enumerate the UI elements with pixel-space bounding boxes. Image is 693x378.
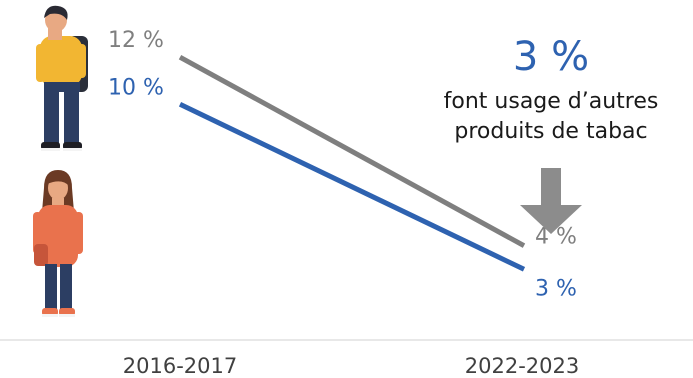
down-arrow-icon	[520, 168, 582, 234]
data-label-blue-start: 10 %	[108, 75, 164, 100]
boy-student-icon	[36, 5, 88, 151]
annotation-text-line1: font usage d’autres	[444, 89, 659, 114]
series-line-grey	[178, 54, 526, 248]
x-tick-label-1: 2022-2023	[465, 354, 579, 378]
series-line-blue	[178, 102, 526, 272]
x-tick-label-0: 2016-2017	[123, 354, 237, 378]
data-label-blue-end: 3 %	[535, 276, 577, 301]
data-label-grey-start: 12 %	[108, 28, 164, 53]
annotation-value: 3 %	[513, 34, 589, 80]
annotation-text-line2: produits de tabac	[454, 119, 647, 144]
girl-student-icon	[33, 170, 83, 317]
